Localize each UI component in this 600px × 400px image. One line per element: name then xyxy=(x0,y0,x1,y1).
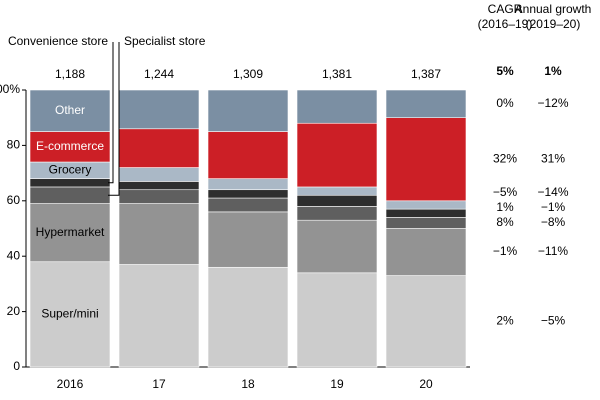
y-tick-label: 20 xyxy=(7,304,21,318)
callout-line xyxy=(108,42,120,196)
bar-segment xyxy=(118,264,200,368)
table-cell: 0% xyxy=(496,96,514,110)
total-label: 1,188 xyxy=(55,67,85,81)
bar-segment xyxy=(29,131,111,163)
table-header: Annual growth xyxy=(515,2,592,16)
y-tick-label: 100% xyxy=(0,82,20,96)
bar-segment xyxy=(118,181,200,191)
table-cell: −14% xyxy=(537,185,568,199)
table-cell: 31% xyxy=(541,151,565,165)
table-cell: −1% xyxy=(493,244,518,258)
bar-segment xyxy=(118,203,200,265)
bar-segment xyxy=(207,189,289,199)
bar-segment xyxy=(207,197,289,213)
series-label: Other xyxy=(55,103,85,117)
total-label: 1,381 xyxy=(322,67,352,81)
table-total: 1% xyxy=(544,64,562,78)
bar-segment xyxy=(29,178,111,188)
table-cell: −5% xyxy=(493,185,518,199)
table-cell: −11% xyxy=(538,244,568,258)
x-tick-label: 2016 xyxy=(57,377,84,391)
bar-segment xyxy=(385,208,467,218)
y-tick-label: 0 xyxy=(13,359,20,373)
bar-segment xyxy=(385,117,467,202)
series-label: Specialist store xyxy=(124,34,206,48)
bar-segment xyxy=(118,89,200,130)
bar-segment xyxy=(118,167,200,182)
bar-segment xyxy=(29,203,111,263)
table-cell: 2% xyxy=(496,313,514,327)
bar-segment xyxy=(385,228,467,276)
bar-segment xyxy=(118,189,200,204)
bar-segment xyxy=(296,206,378,221)
x-tick-label: 20 xyxy=(419,377,433,391)
bar-segment xyxy=(207,266,289,368)
bar-segment xyxy=(118,128,200,168)
table-cell: −8% xyxy=(541,215,566,229)
table-total: 5% xyxy=(496,64,514,78)
x-tick-label: 18 xyxy=(241,377,255,391)
series-label: E-commerce xyxy=(36,139,104,153)
y-tick-label: 40 xyxy=(7,248,21,262)
total-label: 1,309 xyxy=(233,67,263,81)
total-label: 1,244 xyxy=(144,67,174,81)
bar-segment xyxy=(296,186,378,196)
series-label: Grocery xyxy=(49,163,92,177)
bar-segment xyxy=(296,272,378,368)
table-cell: 8% xyxy=(496,215,514,229)
table-header: (2016–19) xyxy=(478,17,533,31)
bar-segment xyxy=(385,275,467,368)
total-label: 1,387 xyxy=(411,67,441,81)
bar-segment xyxy=(29,186,111,204)
bar-segment xyxy=(29,261,111,368)
bar-segment xyxy=(207,89,289,132)
bar-segment xyxy=(296,219,378,274)
series-label: Convenience store xyxy=(8,34,108,48)
callout-line xyxy=(108,42,114,184)
bar-segment xyxy=(385,217,467,229)
bar-segment xyxy=(29,89,111,132)
bar-segment xyxy=(296,122,378,188)
table-cell: 32% xyxy=(493,151,517,165)
bar-segment xyxy=(385,200,467,210)
x-tick-label: 17 xyxy=(152,377,166,391)
series-label: Super/mini xyxy=(41,307,98,321)
table-cell: 1% xyxy=(496,200,514,214)
table-cell: −5% xyxy=(541,313,566,327)
bar-segment xyxy=(385,89,467,119)
bar-segment xyxy=(296,194,378,207)
bar-segment xyxy=(207,178,289,191)
y-tick-label: 80 xyxy=(7,138,21,152)
table-cell: −12% xyxy=(537,96,568,110)
x-tick-label: 19 xyxy=(330,377,344,391)
table-header: CAGR xyxy=(488,2,523,16)
bar-segment xyxy=(207,131,289,179)
table-cell: −1% xyxy=(541,200,566,214)
y-tick-label: 60 xyxy=(7,193,21,207)
bar-segment xyxy=(207,211,289,268)
bar-segment xyxy=(296,89,378,124)
series-label: Hypermarket xyxy=(36,225,105,239)
table-header: (2019–20) xyxy=(526,17,581,31)
